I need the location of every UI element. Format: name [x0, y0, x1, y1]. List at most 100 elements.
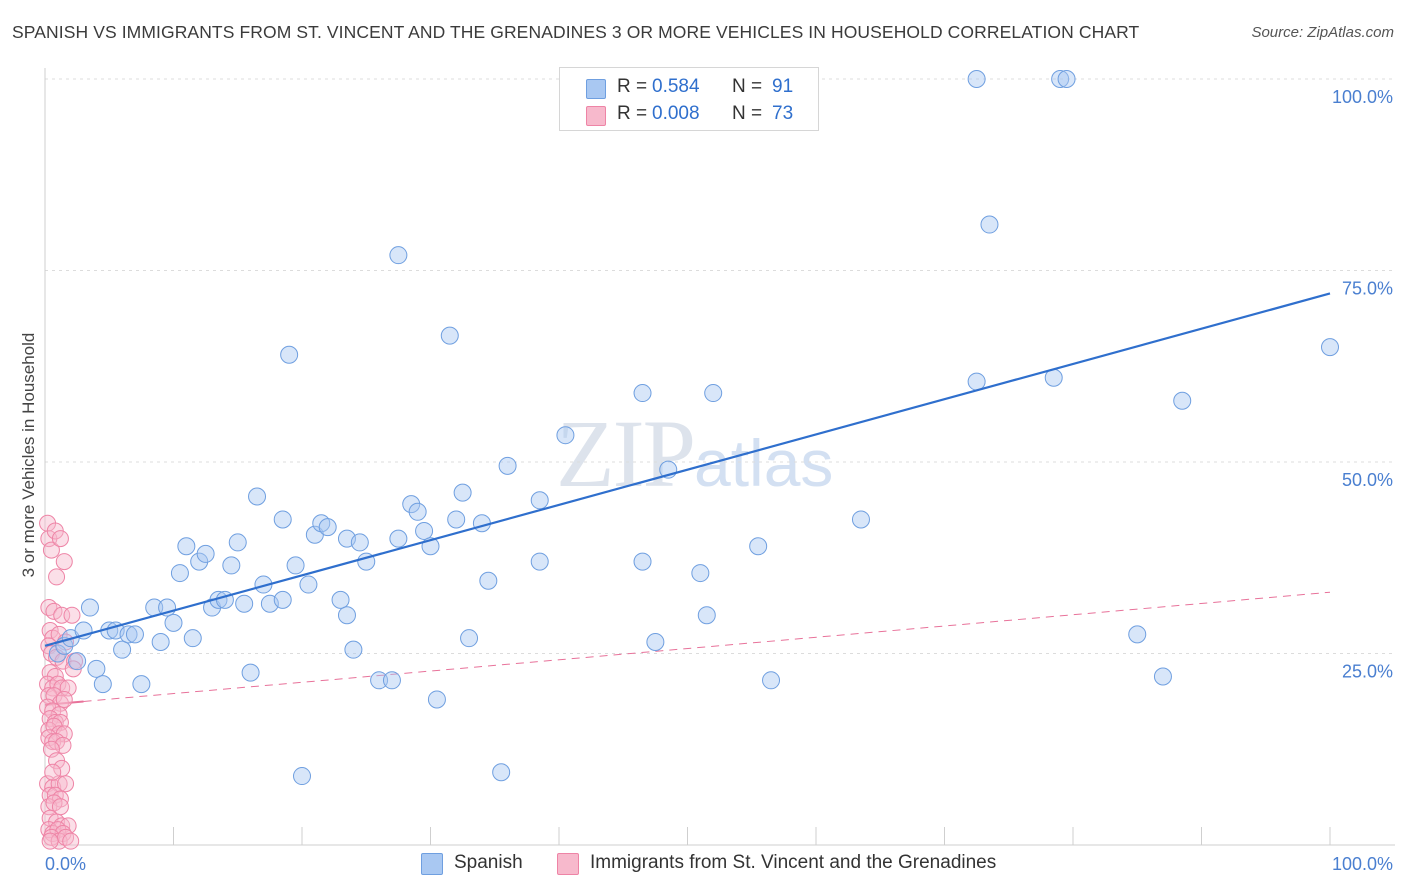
data-point-spanish	[119, 625, 138, 644]
data-point-spanish	[389, 246, 408, 265]
watermark-zip: ZIP	[556, 400, 696, 507]
data-point-spanish	[125, 625, 144, 644]
data-point-spanish	[402, 495, 421, 514]
data-point-spanish	[530, 552, 549, 571]
data-point-spanish	[556, 426, 575, 445]
data-point-spanish	[273, 510, 292, 529]
trend-segment-dashed	[83, 591, 1331, 702]
data-point-spanish	[427, 690, 446, 709]
legend-r-value: 0.008	[652, 103, 700, 124]
data-point-spanish	[633, 552, 652, 571]
watermark: ZIPatlas	[556, 398, 833, 509]
data-point-spanish	[331, 590, 350, 609]
data-point-spanish	[344, 640, 363, 659]
bottom-legend-label-immigrants: Immigrants from St. Vincent and the Gren…	[590, 852, 997, 873]
legend-n-label: N =	[732, 76, 763, 97]
data-point-immigrants	[62, 832, 80, 850]
data-point-spanish	[196, 544, 215, 563]
data-point-spanish	[280, 345, 299, 364]
legend-n-value: 91	[772, 76, 794, 97]
data-point-spanish	[318, 518, 337, 537]
data-point-immigrants	[59, 679, 77, 697]
data-point-spanish	[80, 598, 99, 617]
x-tick-label: 100.0%	[1332, 854, 1393, 874]
data-point-immigrants	[42, 541, 60, 559]
trend-line-spanish	[44, 292, 1331, 647]
legend-n-label: N =	[732, 103, 763, 124]
data-point-spanish	[704, 384, 723, 403]
data-point-spanish	[492, 763, 511, 782]
series-immigrants-points	[39, 514, 84, 850]
data-point-spanish	[967, 70, 986, 88]
data-point-immigrants	[48, 568, 66, 586]
legend-r-value: 0.584	[652, 76, 700, 97]
data-point-spanish	[851, 510, 870, 529]
data-point-spanish	[389, 529, 408, 548]
data-point-spanish	[113, 640, 132, 659]
data-point-spanish	[177, 537, 196, 556]
grid-lines	[45, 78, 1395, 654]
data-point-spanish	[460, 629, 479, 648]
data-point-spanish	[170, 564, 189, 583]
data-point-spanish	[633, 384, 652, 403]
data-point-spanish	[151, 633, 170, 652]
data-point-spanish	[762, 671, 781, 690]
data-point-spanish	[646, 633, 665, 652]
data-point-spanish	[350, 533, 369, 552]
data-point-immigrants	[41, 832, 59, 850]
data-point-spanish	[132, 675, 151, 694]
data-point-immigrants	[55, 690, 73, 708]
x-tick-label: 0.0%	[45, 854, 86, 874]
data-point-spanish	[164, 613, 183, 632]
tick-labels: 25.0% 50.0% 75.0% 100.0% 0.0% 100.0%	[45, 87, 1393, 874]
data-point-immigrants	[51, 530, 69, 548]
data-point-spanish	[293, 767, 311, 786]
y-tick-label: 100.0%	[1332, 87, 1393, 107]
y-tick-label: 75.0%	[1342, 279, 1393, 299]
data-point-spanish	[93, 675, 112, 694]
bottom-legend-label-spanish: Spanish	[454, 852, 523, 873]
data-point-immigrants	[53, 606, 71, 624]
data-point-spanish	[749, 537, 768, 556]
data-point-spanish	[447, 510, 466, 529]
data-point-spanish	[498, 456, 517, 475]
data-point-spanish	[691, 564, 710, 583]
legend-r-label: R =	[617, 103, 648, 124]
data-point-spanish	[1153, 667, 1172, 686]
bottom-legend-swatch-spanish	[421, 853, 443, 875]
series-spanish-points	[48, 70, 1339, 786]
data-point-spanish	[48, 644, 67, 663]
legend-swatch-immigrants	[586, 106, 606, 126]
bottom-legend-swatch-immigrants	[557, 853, 579, 875]
data-point-spanish	[479, 571, 498, 590]
data-point-spanish	[1321, 338, 1339, 357]
data-point-immigrants	[53, 759, 71, 777]
data-point-spanish	[382, 671, 401, 690]
source-label: Source: ZipAtlas.com	[1251, 24, 1394, 41]
data-point-spanish	[1057, 70, 1076, 88]
legend-swatch-spanish	[586, 79, 606, 99]
legend-r-label: R =	[617, 76, 648, 97]
correlation-legend: R = 0.584 N = 91 R = 0.008 N = 73	[559, 67, 819, 131]
data-point-spanish	[241, 663, 260, 682]
data-point-spanish	[453, 483, 472, 502]
data-point-spanish	[228, 533, 247, 552]
data-point-spanish	[299, 575, 318, 594]
data-point-immigrants	[63, 606, 81, 624]
data-point-spanish	[967, 372, 986, 391]
data-point-spanish	[337, 606, 356, 625]
data-point-spanish	[415, 521, 434, 540]
data-point-immigrants	[45, 602, 63, 620]
data-point-spanish	[1128, 625, 1147, 644]
data-point-spanish	[248, 487, 267, 506]
data-point-spanish	[286, 556, 305, 575]
trend-line	[44, 292, 1331, 647]
data-point-immigrants	[55, 553, 73, 571]
y-axis-label: 3 or more Vehicles in Household	[19, 333, 38, 578]
chart-title: SPANISH VS IMMIGRANTS FROM ST. VINCENT A…	[12, 22, 1140, 42]
data-point-spanish	[87, 659, 106, 678]
data-point-spanish	[1173, 391, 1192, 410]
data-point-spanish	[1051, 70, 1070, 88]
trend-segment-solid	[44, 700, 84, 706]
data-point-spanish	[273, 590, 292, 609]
